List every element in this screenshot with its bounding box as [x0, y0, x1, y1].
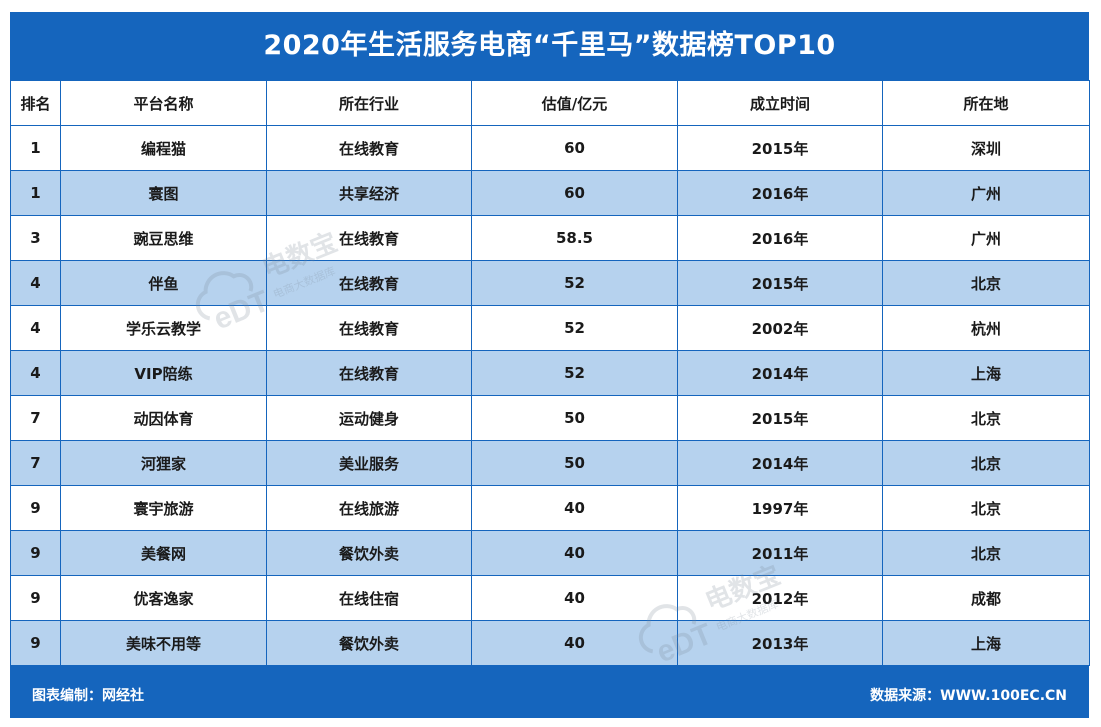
platform-cell: VIP陪练 [60, 350, 267, 396]
valuation-cell: 52 [471, 305, 678, 351]
platform-cell: 美餐网 [60, 530, 267, 576]
platform-cell: 优客逸家 [60, 575, 267, 621]
platform-cell: 动因体育 [60, 395, 267, 441]
location-cell: 北京 [882, 440, 1090, 486]
founded-cell: 2015年 [677, 395, 883, 441]
location-cell: 广州 [882, 170, 1090, 216]
founded-cell: 2014年 [677, 350, 883, 396]
table-row: 4 学乐云教学 在线教育 52 2002年 杭州 [10, 305, 1090, 351]
rank-cell: 4 [10, 305, 61, 351]
industry-cell: 美业服务 [266, 440, 472, 486]
table-row: 9 美餐网 餐饮外卖 40 2011年 北京 [10, 530, 1090, 576]
location-cell: 北京 [882, 485, 1090, 531]
table-row: 4 伴鱼 在线教育 52 2015年 北京 [10, 260, 1090, 306]
industry-cell: 共享经济 [266, 170, 472, 216]
founded-cell: 2015年 [677, 125, 883, 171]
valuation-cell: 50 [471, 395, 678, 441]
rank-cell: 4 [10, 260, 61, 306]
platform-cell: 寰宇旅游 [60, 485, 267, 531]
ranking-table: 排名 平台名称 所在行业 估值/亿元 成立时间 所在地 1 编程猫 在线教育 6… [10, 80, 1090, 666]
location-cell: 北京 [882, 395, 1090, 441]
location-cell: 杭州 [882, 305, 1090, 351]
platform-cell: 河狸家 [60, 440, 267, 486]
founded-cell: 2016年 [677, 170, 883, 216]
table-row: 7 河狸家 美业服务 50 2014年 北京 [10, 440, 1090, 486]
industry-cell: 在线教育 [266, 215, 472, 261]
col-header-industry: 所在行业 [266, 80, 472, 126]
col-header-valuation: 估值/亿元 [471, 80, 678, 126]
table-header-row: 排名 平台名称 所在行业 估值/亿元 成立时间 所在地 [10, 80, 1090, 126]
location-cell: 深圳 [882, 125, 1090, 171]
valuation-cell: 40 [471, 530, 678, 576]
col-header-rank: 排名 [10, 80, 61, 126]
industry-cell: 在线教育 [266, 260, 472, 306]
valuation-cell: 52 [471, 350, 678, 396]
page-title: 2020年生活服务电商“千里马”数据榜TOP10 [263, 30, 836, 61]
col-header-founded: 成立时间 [677, 80, 883, 126]
location-cell: 北京 [882, 530, 1090, 576]
table-row: 7 动因体育 运动健身 50 2015年 北京 [10, 395, 1090, 441]
industry-cell: 在线旅游 [266, 485, 472, 531]
platform-cell: 编程猫 [60, 125, 267, 171]
footer-bar: 图表编制：网经社 数据来源：WWW.100EC.CN [10, 675, 1089, 718]
rank-cell: 1 [10, 170, 61, 216]
founded-cell: 2016年 [677, 215, 883, 261]
valuation-cell: 40 [471, 575, 678, 621]
industry-cell: 运动健身 [266, 395, 472, 441]
industry-cell: 餐饮外卖 [266, 620, 472, 666]
industry-cell: 在线教育 [266, 350, 472, 396]
valuation-cell: 60 [471, 125, 678, 171]
valuation-cell: 50 [471, 440, 678, 486]
founded-cell: 2002年 [677, 305, 883, 351]
valuation-cell: 52 [471, 260, 678, 306]
rank-cell: 7 [10, 440, 61, 486]
table-row: 1 寰图 共享经济 60 2016年 广州 [10, 170, 1090, 216]
rank-cell: 7 [10, 395, 61, 441]
valuation-cell: 40 [471, 620, 678, 666]
founded-cell: 2012年 [677, 575, 883, 621]
valuation-cell: 60 [471, 170, 678, 216]
founded-cell: 2011年 [677, 530, 883, 576]
rank-cell: 9 [10, 575, 61, 621]
founded-cell: 1997年 [677, 485, 883, 531]
ranking-panel: 2020年生活服务电商“千里马”数据榜TOP10 排名 平台名称 所在行业 估值… [10, 12, 1090, 718]
industry-cell: 在线教育 [266, 125, 472, 171]
location-cell: 成都 [882, 575, 1090, 621]
platform-cell: 豌豆思维 [60, 215, 267, 261]
col-header-location: 所在地 [882, 80, 1090, 126]
valuation-cell: 58.5 [471, 215, 678, 261]
table-row: 4 VIP陪练 在线教育 52 2014年 上海 [10, 350, 1090, 396]
col-header-platform: 平台名称 [60, 80, 267, 126]
industry-cell: 餐饮外卖 [266, 530, 472, 576]
rank-cell: 4 [10, 350, 61, 396]
location-cell: 上海 [882, 620, 1090, 666]
location-cell: 广州 [882, 215, 1090, 261]
chart-credit: 图表编制：网经社 [32, 688, 144, 704]
rank-cell: 3 [10, 215, 61, 261]
founded-cell: 2014年 [677, 440, 883, 486]
table-row: 9 寰宇旅游 在线旅游 40 1997年 北京 [10, 485, 1090, 531]
rank-cell: 1 [10, 125, 61, 171]
rank-cell: 9 [10, 620, 61, 666]
founded-cell: 2013年 [677, 620, 883, 666]
table-row: 3 豌豆思维 在线教育 58.5 2016年 广州 [10, 215, 1090, 261]
rank-cell: 9 [10, 485, 61, 531]
platform-cell: 寰图 [60, 170, 267, 216]
rank-cell: 9 [10, 530, 61, 576]
data-source: 数据来源：WWW.100EC.CN [870, 688, 1067, 704]
platform-cell: 伴鱼 [60, 260, 267, 306]
location-cell: 北京 [882, 260, 1090, 306]
platform-cell: 学乐云教学 [60, 305, 267, 351]
valuation-cell: 40 [471, 485, 678, 531]
table-row: 9 美味不用等 餐饮外卖 40 2013年 上海 [10, 620, 1090, 666]
location-cell: 上海 [882, 350, 1090, 396]
platform-cell: 美味不用等 [60, 620, 267, 666]
industry-cell: 在线教育 [266, 305, 472, 351]
table-row: 9 优客逸家 在线住宿 40 2012年 成都 [10, 575, 1090, 621]
founded-cell: 2015年 [677, 260, 883, 306]
table-row: 1 编程猫 在线教育 60 2015年 深圳 [10, 125, 1090, 171]
industry-cell: 在线住宿 [266, 575, 472, 621]
